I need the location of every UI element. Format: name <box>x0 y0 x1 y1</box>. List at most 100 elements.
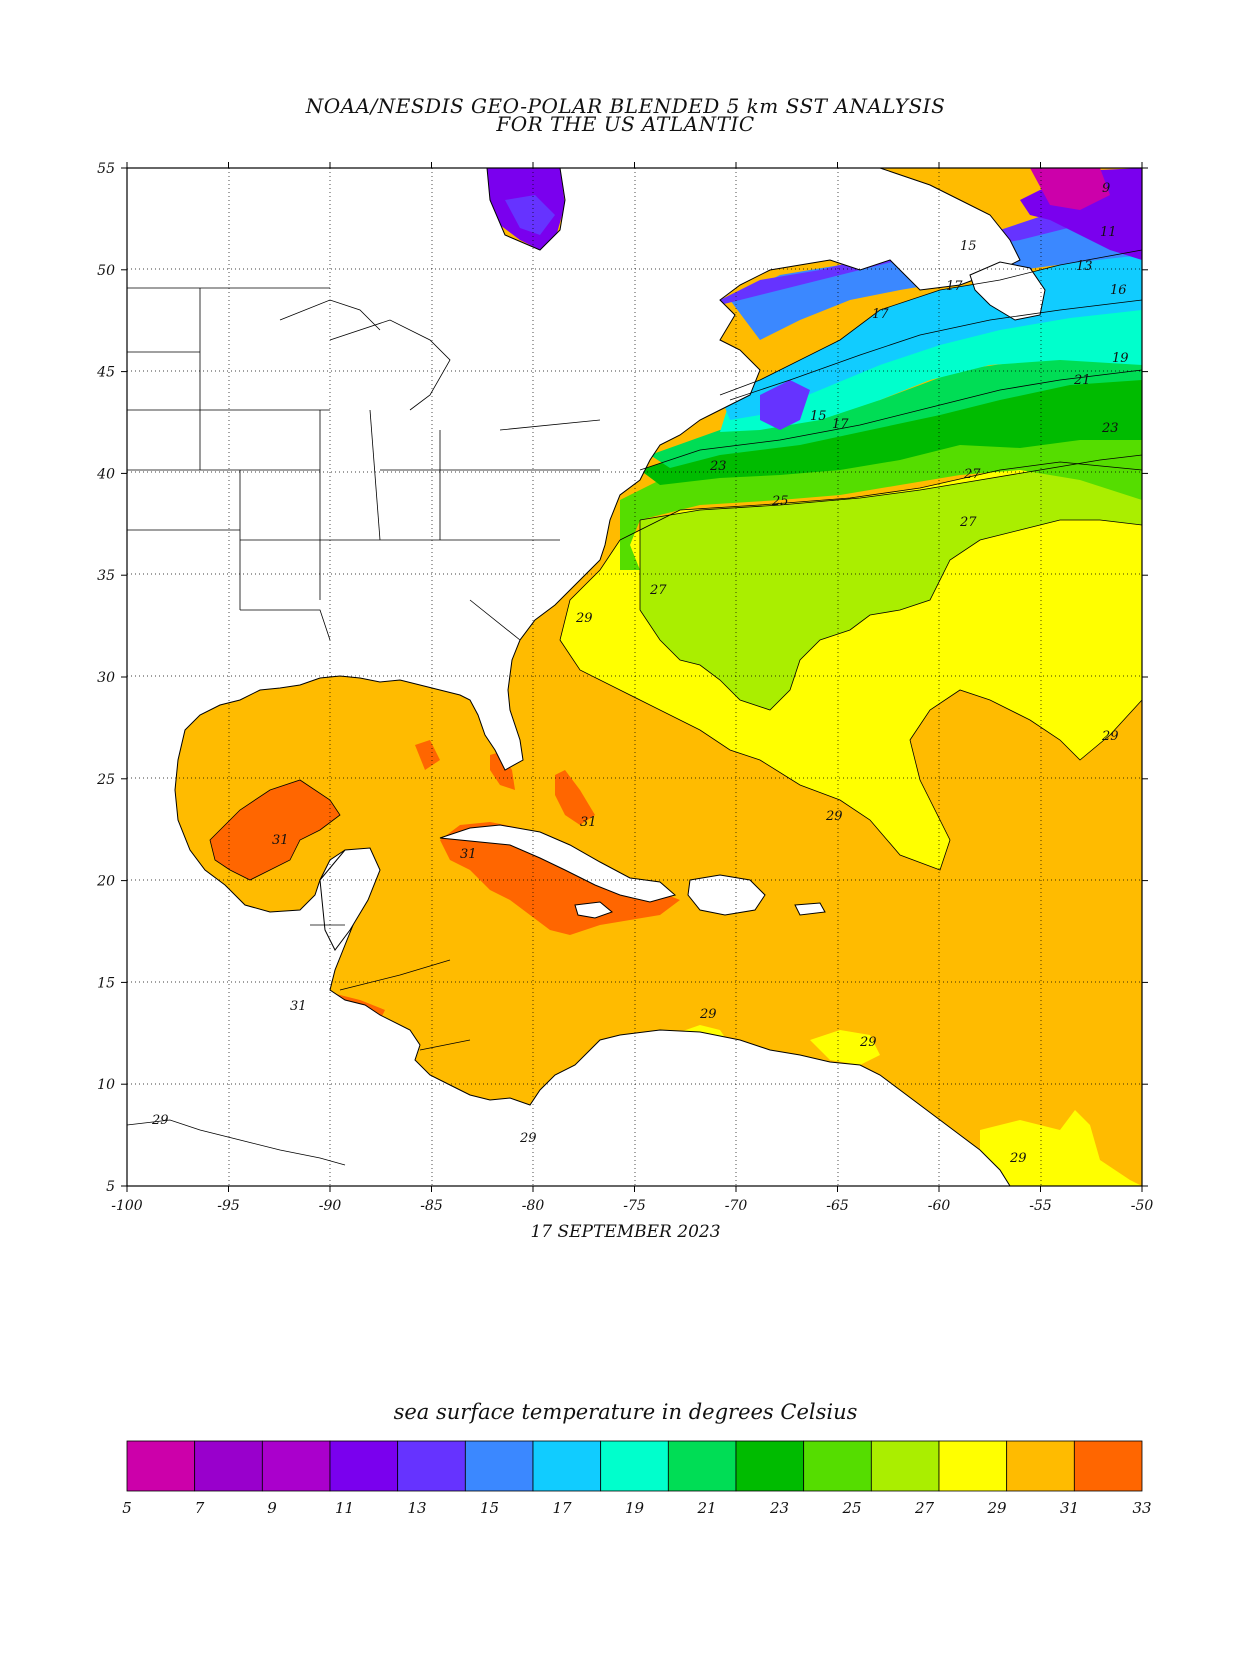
colorbar-tick-label: 23 <box>769 1499 789 1517</box>
colorbar-swatch <box>464 1440 534 1492</box>
ocean-23-25 <box>620 430 1142 570</box>
contour-label: 29 <box>699 1007 717 1022</box>
contour-label: 29 <box>151 1113 169 1128</box>
contour-label: 31 <box>272 833 289 848</box>
colorbar-swatches <box>126 1440 1143 1492</box>
contour-label: 25 <box>771 494 789 509</box>
colorbar-swatch <box>600 1440 669 1492</box>
colorbar-tick-label: 15 <box>480 1499 499 1517</box>
colorbar-tick-label: 11 <box>335 1499 354 1517</box>
lat-tick-label: 30 <box>97 670 115 686</box>
colorbar-tick-label: 9 <box>267 1499 277 1517</box>
gulf-of-maine-13-15 <box>760 380 810 430</box>
contour-label: 29 <box>1101 729 1119 744</box>
colorbar-swatch <box>938 1440 1008 1492</box>
longitude-ticks: -100 -95 -90 -85 -80 -75 -70 -65 -60 -55 -50 <box>111 162 1153 1214</box>
colorbar-tick-labels: 5 7 9 11 13 15 17 19 21 23 25 27 29 31 33 <box>122 1499 1151 1517</box>
sst-contours <box>126 249 1143 1166</box>
colorbar-swatch <box>803 1440 872 1492</box>
colorbar-tick-label: 21 <box>696 1499 716 1517</box>
contour-label: 13 <box>1076 259 1093 274</box>
lon-tick-label: -100 <box>111 1198 143 1214</box>
lat-tick-label: 5 <box>106 1179 115 1195</box>
puerto-rico-island <box>794 902 826 916</box>
contour-label: 27 <box>963 467 981 482</box>
lon-tick-label: -95 <box>217 1198 240 1214</box>
contour-label: 29 <box>825 809 843 824</box>
ocean-5-7 <box>1030 168 1110 210</box>
contour-label: 23 <box>709 459 727 474</box>
contour-label: 16 <box>1110 283 1127 298</box>
lon-tick-label: -70 <box>725 1198 748 1214</box>
contour-label: 17 <box>832 417 849 432</box>
colorbar-swatch <box>261 1440 331 1492</box>
contour-label: 29 <box>1009 1151 1027 1166</box>
lon-tick-label: -50 <box>1131 1198 1154 1214</box>
lat-tick-label: 45 <box>96 365 115 381</box>
contour-label: 29 <box>519 1131 537 1146</box>
colorbar-tick-label: 31 <box>1060 1499 1079 1517</box>
lat-tick-label: 20 <box>96 874 115 890</box>
ocean-11-13 <box>700 180 1142 310</box>
contour-label: 31 <box>460 847 477 862</box>
map-gridlines <box>127 168 1142 1186</box>
colorbar-swatch <box>329 1440 399 1492</box>
colorbar-tick-label: 17 <box>552 1499 572 1517</box>
colorbar-swatch <box>1073 1440 1143 1492</box>
contour-label: 27 <box>959 515 977 530</box>
cuba-island <box>439 824 677 903</box>
lon-tick-label: -75 <box>623 1198 646 1214</box>
ocean-21-23 <box>640 370 1142 485</box>
colorbar-swatch <box>194 1440 263 1492</box>
colorbar-tick-label: 29 <box>986 1499 1007 1517</box>
jamaica-island <box>574 901 613 919</box>
colorbar-swatch <box>735 1440 805 1492</box>
contour-label: 21 <box>1073 373 1091 388</box>
contour-label: 29 <box>859 1035 877 1050</box>
north-america-landmass <box>126 167 1021 1187</box>
colorbar-tick-label: 33 <box>1132 1499 1151 1517</box>
lon-tick-label: -55 <box>1029 1198 1052 1214</box>
colorbar-swatch <box>667 1440 737 1492</box>
analysis-date: 17 SEPTEMBER 2023 <box>530 1222 721 1242</box>
colorbar-tick-label: 19 <box>625 1499 645 1517</box>
hispaniola-island <box>687 874 766 916</box>
colorbar-tick-label: 7 <box>195 1499 205 1517</box>
map-title-line-2: FOR THE US ATLANTIC <box>496 112 755 136</box>
contour-label: 11 <box>1100 225 1117 240</box>
contour-label: 29 <box>575 611 593 626</box>
contour-label: 19 <box>1112 351 1129 366</box>
hudson-bay-13-15 <box>505 195 555 235</box>
lat-tick-label: 55 <box>97 161 115 177</box>
latitude-ticks: 55 50 45 40 35 30 25 20 15 10 5 <box>96 161 1148 1195</box>
ocean-17-19 <box>720 300 1142 432</box>
contour-label: 23 <box>1101 421 1119 436</box>
newfoundland-island <box>969 261 1046 321</box>
colorbar-swatch <box>870 1440 940 1492</box>
contour-label: 15 <box>810 409 827 424</box>
contour-label: 31 <box>290 999 307 1014</box>
lon-tick-label: -65 <box>826 1198 849 1214</box>
contour-label: 31 <box>580 815 597 830</box>
lat-tick-label: 10 <box>97 1077 115 1093</box>
lon-tick-label: -90 <box>319 1198 342 1214</box>
colorbar-tick-label: 27 <box>914 1499 935 1517</box>
land-masses <box>126 167 1046 1187</box>
lat-tick-label: 25 <box>96 772 115 788</box>
colorbar-title: sea surface temperature in degrees Celsi… <box>393 1400 858 1424</box>
colorbar-swatch <box>1006 1440 1075 1492</box>
contour-labels: 9 11 13 15 15 16 17 17 17 19 21 23 23 25 27 27 27 29 29 29 2… <box>151 181 1129 1166</box>
lon-tick-label: -85 <box>420 1198 443 1214</box>
yucatan-peninsula <box>319 847 381 951</box>
contour-label: 9 <box>1102 181 1110 196</box>
lat-tick-label: 35 <box>97 568 115 584</box>
colorbar-swatch <box>126 1440 196 1492</box>
contour-label: 17 <box>946 279 963 294</box>
colorbar-tick-label: 13 <box>407 1499 426 1517</box>
colorbar-tick-label: 5 <box>122 1499 132 1517</box>
contour-label: 17 <box>872 307 889 322</box>
ocean-25-27 <box>640 455 1142 710</box>
lat-tick-label: 50 <box>97 263 115 279</box>
